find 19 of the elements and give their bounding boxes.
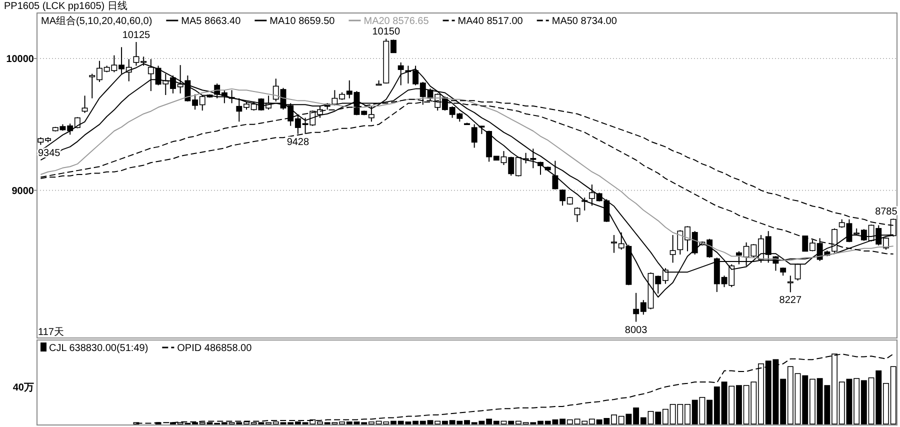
annotation: 10150 — [372, 26, 400, 38]
legend-label: MA10 8659.50 — [270, 16, 336, 27]
annotation: 8785 — [875, 206, 898, 218]
annotation: 8227 — [779, 295, 802, 306]
text: 40万 — [12, 382, 34, 394]
annotation: 8003 — [624, 324, 648, 336]
legend-label: MA20 8576.65 — [364, 16, 430, 27]
y-tick-label: 10000 — [6, 54, 34, 65]
annotation: 117天 — [38, 327, 64, 338]
annotation: 10125 — [122, 30, 151, 42]
y-tick-label: 9000 — [12, 186, 34, 197]
legend-label: MA40 8517.00 — [458, 16, 524, 27]
chart-title: PP1605 (LCK pp1605) 日线 — [4, 0, 128, 12]
legend-label: CJL 638830.00(51:49) — [49, 343, 148, 354]
chart-subtitle: MA组合(5,10,20,40,60,0) — [41, 15, 152, 27]
legend-label: MA50 8734.00 — [552, 16, 618, 27]
annotation: 9428 — [286, 136, 310, 148]
legend-label: MA5 8663.40 — [181, 16, 242, 27]
legend-label: OPID 486858.00 — [177, 343, 252, 354]
